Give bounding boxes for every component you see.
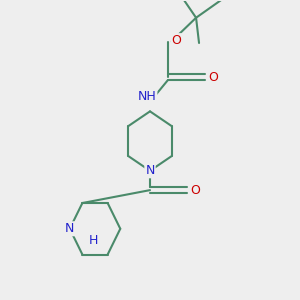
Text: N: N xyxy=(65,222,74,235)
Text: O: O xyxy=(190,184,200,196)
Text: N: N xyxy=(145,164,155,177)
Text: O: O xyxy=(171,34,181,47)
Text: O: O xyxy=(208,71,218,84)
Text: NH: NH xyxy=(138,90,156,103)
Text: H: H xyxy=(89,234,98,247)
